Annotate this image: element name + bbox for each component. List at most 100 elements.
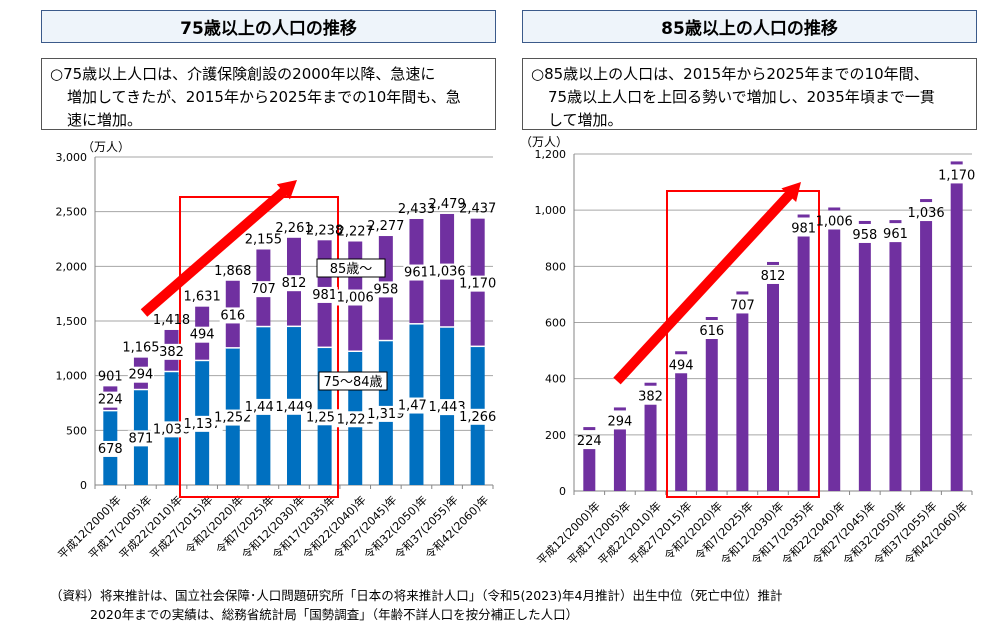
- value-label-75-84-bg: [127, 430, 155, 447]
- bar-cap: [828, 207, 841, 211]
- value-label-85-plus: 958: [373, 282, 398, 297]
- value-label: 958: [852, 228, 877, 243]
- trend-arrow: [613, 182, 801, 385]
- value-label-75-84: 1,266: [459, 410, 496, 425]
- value-label-85-plus: 294: [129, 368, 154, 383]
- value-label: 494: [669, 358, 694, 373]
- value-label-75-84: 1,472: [398, 399, 435, 414]
- value-label-85-plus: 707: [251, 282, 276, 297]
- legend-75-84-box: [318, 371, 388, 391]
- value-label-75-84: 1,252: [214, 411, 251, 426]
- y-tick-label: 1,000: [535, 204, 567, 217]
- value-label-85-plus-bg: [426, 263, 468, 280]
- value-label-75-84: 1,319: [367, 407, 404, 422]
- legend-75-84: 75～84歳: [323, 375, 382, 390]
- value-label-85-plus: 961: [404, 266, 429, 281]
- bar-cap: [920, 199, 933, 203]
- value-label-85-plus: 812: [282, 276, 307, 291]
- bar-cap: [644, 382, 657, 386]
- bar-cap: [889, 220, 902, 224]
- bar-cap: [858, 220, 871, 224]
- y-tick-label: 500: [66, 424, 87, 437]
- bar-cap: [613, 407, 626, 411]
- y-tick-label: 3,000: [56, 151, 88, 164]
- source-note: （資料）将来推計は、国立社会保障･人口問題研究所「日本の将来推計人口」（令和5(…: [50, 586, 782, 624]
- legend-85-plus-box: [316, 258, 386, 278]
- value-label-85-plus-bg: [280, 275, 308, 292]
- bar-cap: [675, 351, 688, 355]
- y-tick-label: 200: [545, 429, 566, 442]
- left-panel-description: ○75歳以上人口は、介護保険創設の2000年以降、急速に 増加してきたが、201…: [41, 58, 496, 130]
- left-chart-75plus: （万人）05001,0001,5002,0002,5003,000平成12(20…: [55, 140, 499, 562]
- value-label-85-plus: 1,006: [337, 291, 374, 306]
- bar-85-plus: [583, 449, 596, 491]
- highlight-box: [666, 190, 820, 498]
- value-label: 961: [883, 227, 908, 242]
- value-label-total: 1,868: [214, 264, 251, 279]
- value-label-total: 2,261: [275, 221, 312, 236]
- value-label-75-84-bg: [457, 408, 499, 425]
- value-label-85-plus-bg: [219, 307, 246, 324]
- value-label-75-84: 1,137: [184, 417, 221, 432]
- bar-85-plus: [736, 313, 749, 491]
- value-label-total: 2,277: [367, 219, 404, 234]
- bar-85-plus: [644, 404, 657, 491]
- bar-85-plus: [797, 236, 810, 491]
- source-note-line-1: （資料）将来推計は、国立社会保障･人口問題研究所「日本の将来推計人口」（令和5(…: [50, 588, 783, 603]
- bar-85-plus: [950, 183, 963, 492]
- bar-85-plus: [889, 242, 902, 491]
- bar-cap: [583, 427, 596, 431]
- value-label-total: 2,227: [337, 225, 374, 240]
- value-label: 1,006: [816, 214, 853, 229]
- value-label-85-plus: 616: [220, 308, 245, 323]
- y-tick-label: 400: [545, 373, 566, 386]
- value-label-85-plus: 382: [159, 345, 184, 360]
- bar-cap: [797, 214, 810, 218]
- value-label-total: 1,165: [122, 341, 159, 356]
- value-label-75-84: 1,449: [275, 400, 312, 415]
- value-label: 224: [577, 434, 602, 449]
- value-label-75-84: 1,036: [153, 422, 190, 437]
- bar-cap: [767, 261, 779, 265]
- value-label-85-plus-bg: [250, 281, 277, 298]
- bar-85-plus: [705, 339, 718, 491]
- description-line: 速に増加。: [67, 111, 143, 129]
- value-label-85-plus-bg: [189, 326, 216, 343]
- value-label-85-plus-bg: [127, 366, 155, 383]
- value-label-total: 2,238: [306, 223, 343, 238]
- value-label: 382: [638, 390, 663, 405]
- value-label-85-plus: 981: [312, 288, 337, 303]
- y-tick-label: 1,200: [535, 148, 567, 161]
- y-tick-label: 2,500: [56, 206, 88, 219]
- value-label-85-plus: 224: [98, 393, 123, 408]
- value-label: 812: [761, 269, 786, 284]
- trend-arrow: [140, 180, 297, 317]
- y-tick-label: 0: [559, 485, 566, 498]
- bar-cap: [736, 291, 749, 295]
- value-label-75-84: 871: [129, 431, 154, 446]
- value-label-total: 2,437: [459, 202, 496, 217]
- right-panel-title: 85歳以上の人口の推移: [522, 10, 977, 43]
- value-label: 294: [608, 414, 633, 429]
- value-label-85-plus-bg: [403, 264, 430, 281]
- value-label-85-plus: 1,170: [459, 277, 496, 292]
- value-label: 616: [699, 324, 724, 339]
- right-panel-description: ○85歳以上の人口は、2015年から2025年までの10年間、 75歳以上人口を…: [522, 58, 977, 130]
- value-label-85-plus-bg: [457, 275, 499, 292]
- value-label-75-84-bg: [97, 440, 124, 457]
- value-label-total: 2,433: [398, 202, 435, 217]
- y-tick-label: 1,500: [56, 315, 88, 328]
- legend-85-plus: 85歳～: [330, 262, 373, 277]
- value-label-75-84: 1,447: [245, 400, 282, 415]
- y-tick-label: 0: [80, 479, 87, 492]
- y-axis-unit-label: （万人）: [82, 140, 130, 154]
- value-label-85-plus-bg: [311, 286, 338, 303]
- value-label-85-plus: 1,036: [428, 265, 465, 280]
- description-line: して増加。: [548, 111, 623, 129]
- value-label: 1,170: [938, 168, 975, 183]
- value-label-85-plus: 494: [190, 328, 215, 343]
- bar-85-plus: [675, 373, 688, 491]
- y-axis-unit-label: （万人）: [520, 135, 568, 149]
- source-note-line-2: 2020年までの実績は、総務省統計局「国勢調査」（年齢不詳人口を按分補正した人口…: [90, 607, 579, 622]
